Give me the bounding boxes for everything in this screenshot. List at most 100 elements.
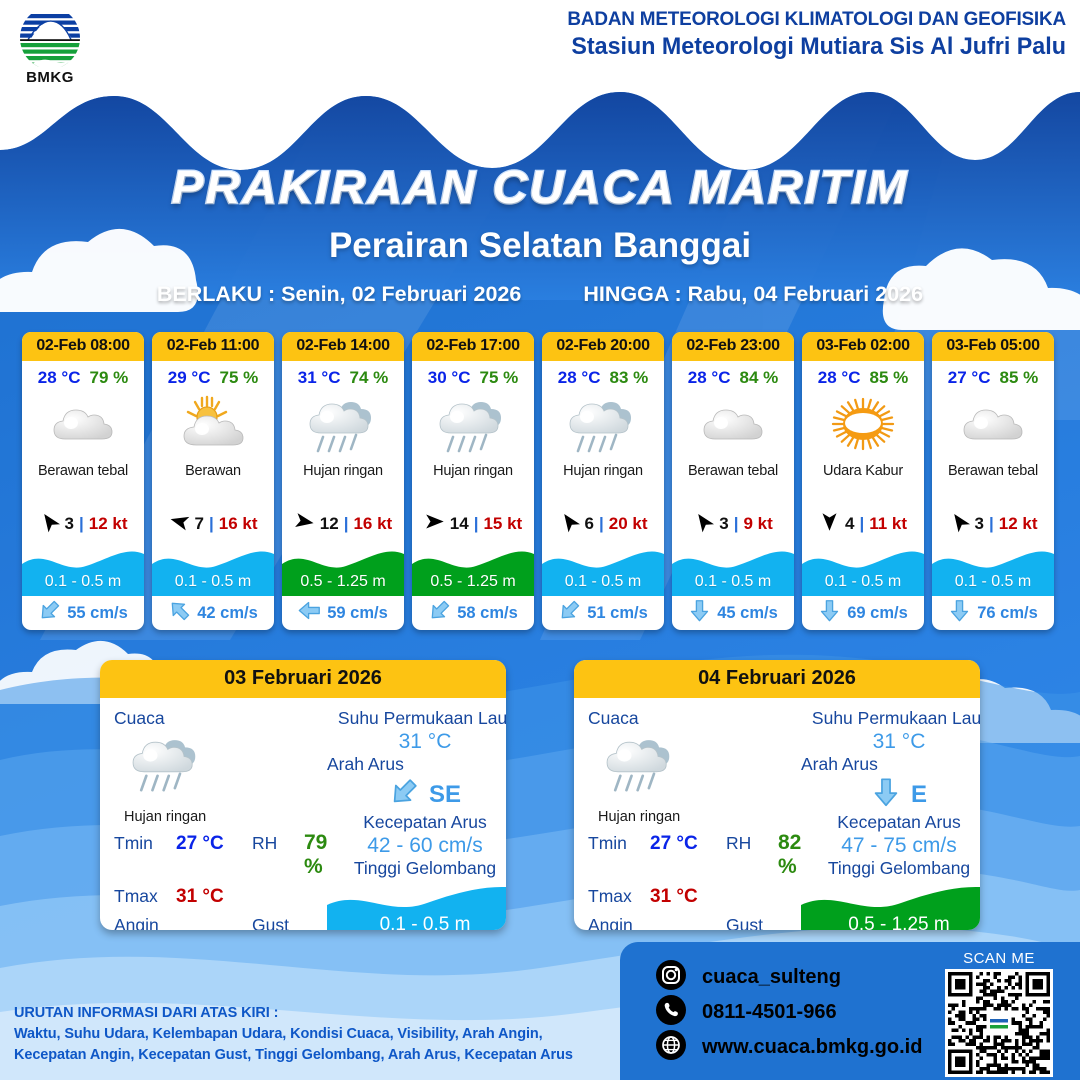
- divider: |: [598, 514, 604, 533]
- daily-wave-value: 0.1 - 0.5 m: [379, 914, 471, 930]
- cuaca-label: Cuaca: [114, 708, 165, 728]
- humidity: 83 %: [609, 368, 649, 387]
- wave-height-band: 0.1 - 0.5 m: [672, 544, 794, 596]
- valid-to-label: HINGGA :: [583, 282, 682, 306]
- bmkg-logo-label: BMKG: [26, 69, 74, 86]
- rh-label: RH: [252, 833, 278, 853]
- sst-label: Suhu Permukaan Laut: [811, 708, 980, 728]
- divider: |: [78, 514, 84, 533]
- scan-me-label: SCAN ME: [963, 950, 1035, 967]
- globe-icon: [656, 1030, 686, 1065]
- card-time: 02-Feb 20:00: [542, 332, 664, 361]
- current-arrow-e-icon: [818, 599, 841, 627]
- tmax-label: Tmax: [588, 886, 632, 906]
- current-arrow-e-icon: [871, 777, 901, 812]
- hourly-forecast-card: 03-Feb 05:00 27 °C 85 % Berawan tebal 3 …: [932, 332, 1054, 630]
- air-temperature: 27 °C: [947, 368, 991, 387]
- wind-speed: 12 kt: [998, 514, 1038, 533]
- wind-arrow-e-icon: [424, 511, 445, 537]
- current-row: 59 cm/s: [282, 596, 404, 630]
- daily-forecast-panel: 03 Februari 2026 Cuaca Hujan ringan Tmin…: [100, 660, 506, 930]
- qr-code[interactable]: [945, 969, 1053, 1077]
- tmin-label: Tmin: [588, 833, 627, 853]
- tmin-label: Tmin: [114, 833, 153, 853]
- rain-icon: [114, 731, 327, 807]
- contact-website[interactable]: www.cuaca.bmkg.go.id: [656, 1030, 922, 1065]
- arah-arus-row: E: [801, 777, 980, 812]
- hourly-forecast-row: 02-Feb 08:00 28 °C 79 % Berawan tebal 3 …: [22, 332, 1062, 630]
- legend-block: URUTAN INFORMASI DARI ATAS KIRI : Waktu,…: [14, 1003, 573, 1066]
- wind-row: 12 | 16 kt: [282, 511, 404, 544]
- gust-label: Gust: [726, 915, 763, 930]
- rain-icon: [588, 731, 801, 807]
- valid-to-value: Rabu, 04 Februari 2026: [687, 282, 924, 306]
- sst-value: 31 °C: [398, 730, 452, 753]
- divider: |: [473, 514, 479, 533]
- contact-phone[interactable]: 0811-4501-966: [656, 995, 922, 1030]
- daily-forecast-row: 03 Februari 2026 Cuaca Hujan ringan Tmin…: [0, 660, 1080, 930]
- weather-condition: Hujan ringan: [433, 463, 513, 479]
- wind-arrow-e-icon: [294, 511, 315, 537]
- current-row: 55 cm/s: [22, 596, 144, 630]
- org-line-2: Stasiun Meteorologi Mutiara Sis Al Jufri…: [571, 33, 1066, 60]
- daily-wave-band: 0.5 - 1.25 m: [801, 883, 980, 930]
- card-temp-humidity: 28 °C 79 %: [22, 361, 144, 388]
- current-row: 69 cm/s: [802, 596, 924, 630]
- qr-section: SCAN ME: [940, 950, 1058, 1077]
- wave-height-value: 0.1 - 0.5 m: [954, 573, 1032, 590]
- humidity: 85 %: [869, 368, 909, 387]
- valid-from-value: Senin, 02 Februari 2026: [281, 282, 522, 306]
- daily-date: 04 Februari 2026: [574, 660, 980, 698]
- card-time: 03-Feb 02:00: [802, 332, 924, 361]
- current-row: 58 cm/s: [412, 596, 534, 630]
- wind-row: 6 | 20 kt: [542, 511, 664, 544]
- card-time: 03-Feb 05:00: [932, 332, 1054, 361]
- visibility-value: 6: [584, 514, 594, 533]
- rh-value: 82 %: [778, 831, 802, 878]
- bmkg-logo: BMKG: [8, 6, 92, 86]
- current-row: 42 cm/s: [152, 596, 274, 630]
- current-row: 45 cm/s: [672, 596, 794, 630]
- page-title: PRAKIRAAN CUACA MARITIM: [170, 160, 909, 215]
- contact-instagram[interactable]: cuaca_sulteng: [656, 960, 922, 995]
- website-url: www.cuaca.bmkg.go.id: [702, 1036, 923, 1058]
- hourly-forecast-card: 03-Feb 02:00 28 °C 85 % Udara Kabur 4 | …: [802, 332, 924, 630]
- air-temperature: 28 °C: [817, 368, 861, 387]
- divider: |: [988, 514, 994, 533]
- title-section: PRAKIRAAN CUACA MARITIM Perairan Selatan…: [0, 160, 1080, 307]
- wave-height-band: 0.1 - 0.5 m: [932, 544, 1054, 596]
- wave-height-value: 0.1 - 0.5 m: [824, 573, 902, 590]
- card-time: 02-Feb 17:00: [412, 332, 534, 361]
- current-speed: 59 cm/s: [327, 603, 388, 622]
- tmin-value: 27 °C: [650, 833, 698, 854]
- card-time: 02-Feb 08:00: [22, 332, 144, 361]
- wave-height-value: 0.5 - 1.25 m: [300, 573, 386, 590]
- wind-row: 4 | 11 kt: [802, 511, 924, 544]
- wave-height-value: 0.1 - 0.5 m: [44, 573, 122, 590]
- daily-condition: Hujan ringan: [124, 809, 207, 825]
- current-speed: 69 cm/s: [847, 603, 908, 622]
- weather-condition: Hujan ringan: [563, 463, 643, 479]
- daily-condition: Hujan ringan: [598, 809, 681, 825]
- current-arrow-e-icon: [948, 599, 971, 627]
- angin-label: Angin: [588, 915, 633, 930]
- humidity: 85 %: [999, 368, 1039, 387]
- divider: |: [208, 514, 214, 533]
- cloud-thick-icon: [22, 391, 144, 457]
- visibility-value: 3: [974, 514, 984, 533]
- phone-icon: [656, 995, 686, 1030]
- angin-label: Angin: [114, 915, 159, 930]
- daily-forecast-panel: 04 Februari 2026 Cuaca Hujan ringan Tmin…: [574, 660, 980, 930]
- rain-icon: [412, 391, 534, 457]
- page-header: BMKG BADAN METEOROLOGI KLIMATOLOGI DAN G…: [0, 0, 1080, 100]
- divider: |: [733, 514, 739, 533]
- tinggi-gelombang-label: Tinggi Gelombang: [353, 858, 497, 878]
- hourly-forecast-card: 02-Feb 17:00 30 °C 75 % Hujan ringan 14 …: [412, 332, 534, 630]
- cloud-thick-icon: [672, 391, 794, 457]
- instagram-handle: cuaca_sulteng: [702, 966, 841, 988]
- visibility-value: 3: [719, 514, 729, 533]
- kecepatan-arus-label: Kecepatan Arus: [363, 812, 487, 832]
- wind-arrow-nw-icon: [693, 511, 715, 537]
- weather-condition: Berawan: [185, 463, 241, 479]
- weather-condition: Berawan tebal: [947, 463, 1039, 479]
